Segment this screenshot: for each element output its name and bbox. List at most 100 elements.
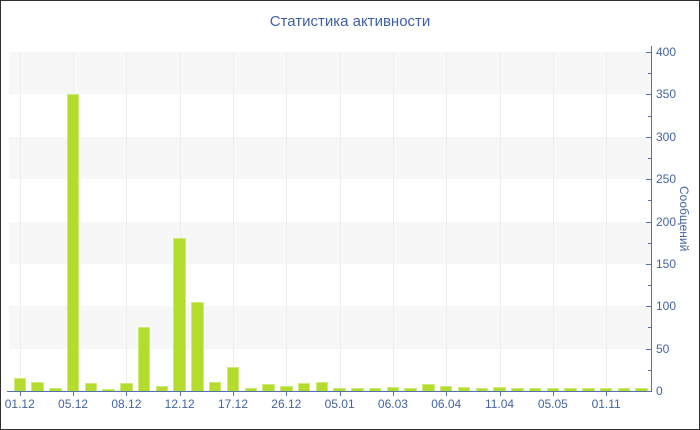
y-tick-label: 100	[656, 299, 677, 314]
bar	[546, 388, 560, 391]
x-tick	[232, 392, 234, 396]
vertical-gridline	[286, 52, 288, 391]
bar	[511, 387, 524, 391]
x-tick	[73, 392, 75, 396]
bar	[173, 238, 186, 391]
x-tick-label: 01.11	[591, 397, 621, 411]
y-tick-label: 350	[656, 87, 677, 102]
y-major-tick	[646, 391, 651, 392]
bar	[564, 387, 577, 391]
y-tick-label: 0	[656, 384, 663, 398]
x-tick-label: 26.12	[271, 397, 302, 411]
y-axis-line	[651, 46, 652, 391]
y-tick-label: 300	[656, 129, 677, 144]
bar	[31, 381, 44, 391]
bar	[155, 385, 169, 391]
y-minor-tick	[648, 73, 651, 75]
y-tick-label: 50	[656, 341, 670, 356]
bar	[84, 382, 98, 391]
vertical-gridline	[19, 52, 21, 391]
bar	[404, 387, 417, 391]
bar	[439, 385, 453, 391]
y-minor-tick	[648, 369, 651, 371]
x-tick	[446, 392, 448, 396]
x-tick-label: 06.04	[431, 397, 462, 411]
bar	[351, 388, 364, 391]
y-major-tick	[646, 263, 651, 265]
vertical-gridline	[232, 52, 234, 391]
x-tick-label: 01.12	[4, 397, 35, 411]
bar	[333, 388, 346, 391]
y-tick-label: 150	[656, 256, 677, 271]
bar	[49, 388, 62, 391]
bar	[66, 94, 80, 391]
x-axis-line	[7, 391, 652, 392]
bar	[422, 384, 435, 391]
bar	[226, 367, 240, 391]
x-tick-label: 17.12	[217, 397, 248, 411]
x-tick	[392, 392, 394, 396]
x-tick	[179, 392, 181, 396]
x-tick-label: 11.04	[484, 397, 515, 411]
y-major-tick	[646, 221, 651, 223]
x-tick	[126, 392, 128, 396]
bar	[102, 389, 115, 391]
vertical-gridline	[179, 52, 181, 391]
y-axis-title: Сообщений	[677, 185, 691, 252]
bar	[13, 378, 26, 391]
bar	[635, 387, 648, 391]
bar	[315, 381, 329, 391]
x-tick	[499, 392, 501, 396]
vertical-gridline	[499, 52, 501, 391]
plot-stripe	[9, 306, 651, 349]
x-tick	[606, 392, 608, 396]
y-tick-label: 400	[656, 45, 677, 59]
bar	[582, 388, 595, 391]
x-tick-label: 05.05	[537, 397, 568, 411]
bar	[137, 327, 151, 391]
bar	[208, 381, 222, 391]
x-tick	[339, 392, 341, 396]
bar	[280, 385, 293, 391]
bar	[368, 387, 382, 391]
x-tick-label: 08.12	[111, 397, 142, 411]
plot-stripe	[9, 136, 651, 180]
y-minor-tick	[648, 285, 651, 287]
vertical-gridline	[552, 52, 554, 391]
vertical-gridline	[126, 52, 128, 391]
bar	[297, 383, 311, 391]
plot-stripe	[9, 221, 651, 264]
vertical-gridline	[392, 52, 394, 391]
plot-stripe	[9, 52, 651, 95]
y-minor-tick	[648, 242, 651, 244]
chart-title: Статистика активности	[269, 13, 431, 30]
y-minor-tick	[648, 115, 651, 117]
bar	[528, 387, 542, 391]
bar	[120, 383, 133, 391]
bar	[457, 386, 471, 391]
y-major-tick	[646, 348, 651, 350]
y-tick-label: 200	[656, 214, 677, 229]
vertical-gridline	[339, 52, 341, 391]
bar	[262, 384, 275, 391]
y-minor-tick	[648, 157, 651, 159]
bar	[599, 388, 613, 391]
bar	[244, 387, 257, 391]
y-tick-label: 250	[656, 172, 677, 187]
y-major-tick	[646, 94, 651, 96]
x-tick	[552, 392, 554, 396]
bar	[475, 387, 489, 391]
vertical-gridline	[606, 52, 608, 391]
y-major-tick	[646, 179, 651, 181]
y-minor-tick	[648, 327, 651, 329]
y-minor-tick	[648, 200, 651, 202]
bar	[386, 386, 400, 391]
bar	[493, 386, 506, 391]
vertical-gridline	[446, 52, 448, 391]
x-tick-label: 05.01	[324, 397, 355, 411]
bar	[191, 302, 204, 391]
bar	[617, 387, 631, 391]
x-tick	[19, 392, 21, 396]
